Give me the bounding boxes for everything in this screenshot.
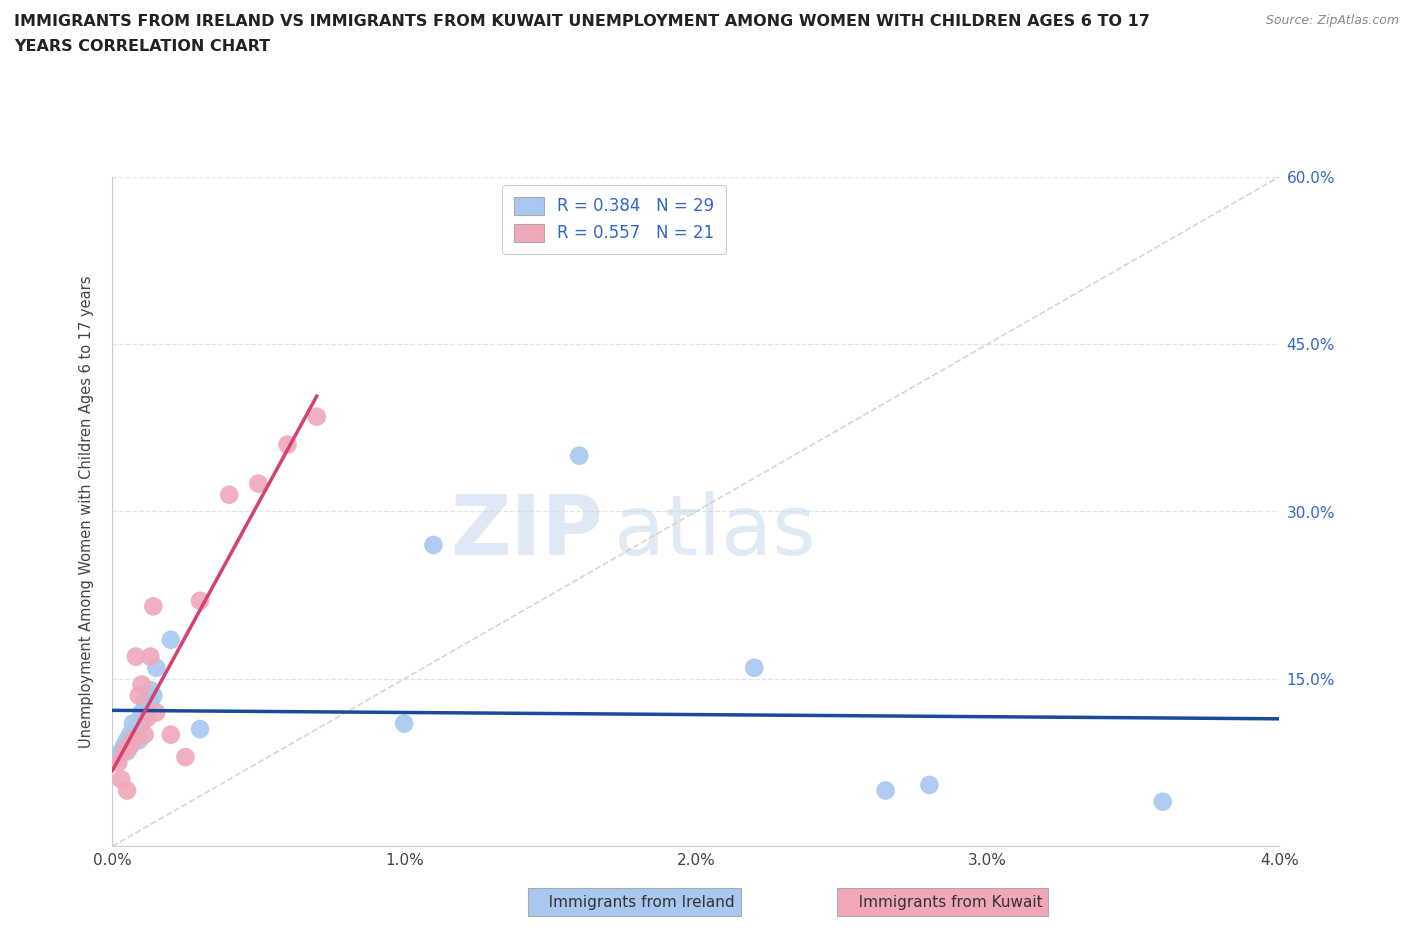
Point (139, 694, 162, 709)
Point (422, 538, 444, 552)
Point (247, 476, 270, 491)
Point (305, 409, 328, 424)
Point (134, 694, 156, 709)
Point (110, 772, 132, 787)
Point (1152, 794, 1174, 809)
Point (218, 487, 240, 502)
Point (160, 727, 183, 742)
Point (174, 750, 197, 764)
Point (918, 777, 941, 792)
Point (142, 599, 165, 614)
Text: ZIP: ZIP (450, 491, 603, 572)
Point (118, 738, 141, 753)
Point (112, 738, 135, 753)
Text: YEARS CORRELATION CHART: YEARS CORRELATION CHART (14, 39, 270, 54)
Point (131, 716, 153, 731)
Point (136, 711, 159, 725)
Text: Immigrants from Kuwait: Immigrants from Kuwait (844, 895, 1042, 910)
Point (136, 705, 159, 720)
Text: atlas: atlas (614, 491, 815, 572)
Point (188, 593, 211, 608)
Point (128, 688, 150, 703)
Point (107, 750, 129, 764)
Text: Immigrants from Ireland: Immigrants from Ireland (534, 895, 735, 910)
Legend: R = 0.384   N = 29, R = 0.557   N = 21: R = 0.384 N = 29, R = 0.557 N = 21 (502, 185, 725, 254)
Point (276, 437, 298, 452)
Point (160, 632, 183, 647)
Point (145, 705, 167, 720)
Point (125, 649, 148, 664)
Point (112, 744, 135, 759)
Point (875, 783, 897, 798)
Point (122, 727, 145, 742)
Point (115, 783, 138, 798)
Point (742, 660, 765, 675)
Point (115, 744, 138, 759)
Point (118, 727, 141, 742)
Point (139, 683, 162, 698)
Point (122, 733, 145, 748)
Point (128, 733, 150, 748)
Point (110, 744, 132, 759)
Point (392, 716, 416, 731)
Text: Source: ZipAtlas.com: Source: ZipAtlas.com (1265, 14, 1399, 27)
Text: IMMIGRANTS FROM IRELAND VS IMMIGRANTS FROM KUWAIT UNEMPLOYMENT AMONG WOMEN WITH : IMMIGRANTS FROM IRELAND VS IMMIGRANTS FR… (14, 14, 1150, 29)
Point (134, 727, 156, 742)
Point (118, 738, 141, 753)
Point (107, 755, 129, 770)
Point (145, 660, 167, 675)
Point (125, 722, 148, 737)
Point (115, 733, 138, 748)
Y-axis label: Unemployment Among Women with Children Ages 6 to 17 years: Unemployment Among Women with Children A… (79, 275, 94, 748)
Point (568, 448, 591, 463)
Point (125, 733, 148, 748)
Point (122, 716, 145, 731)
Point (131, 705, 153, 720)
Point (188, 722, 211, 737)
Point (139, 649, 162, 664)
Point (142, 688, 165, 703)
Point (131, 677, 153, 692)
